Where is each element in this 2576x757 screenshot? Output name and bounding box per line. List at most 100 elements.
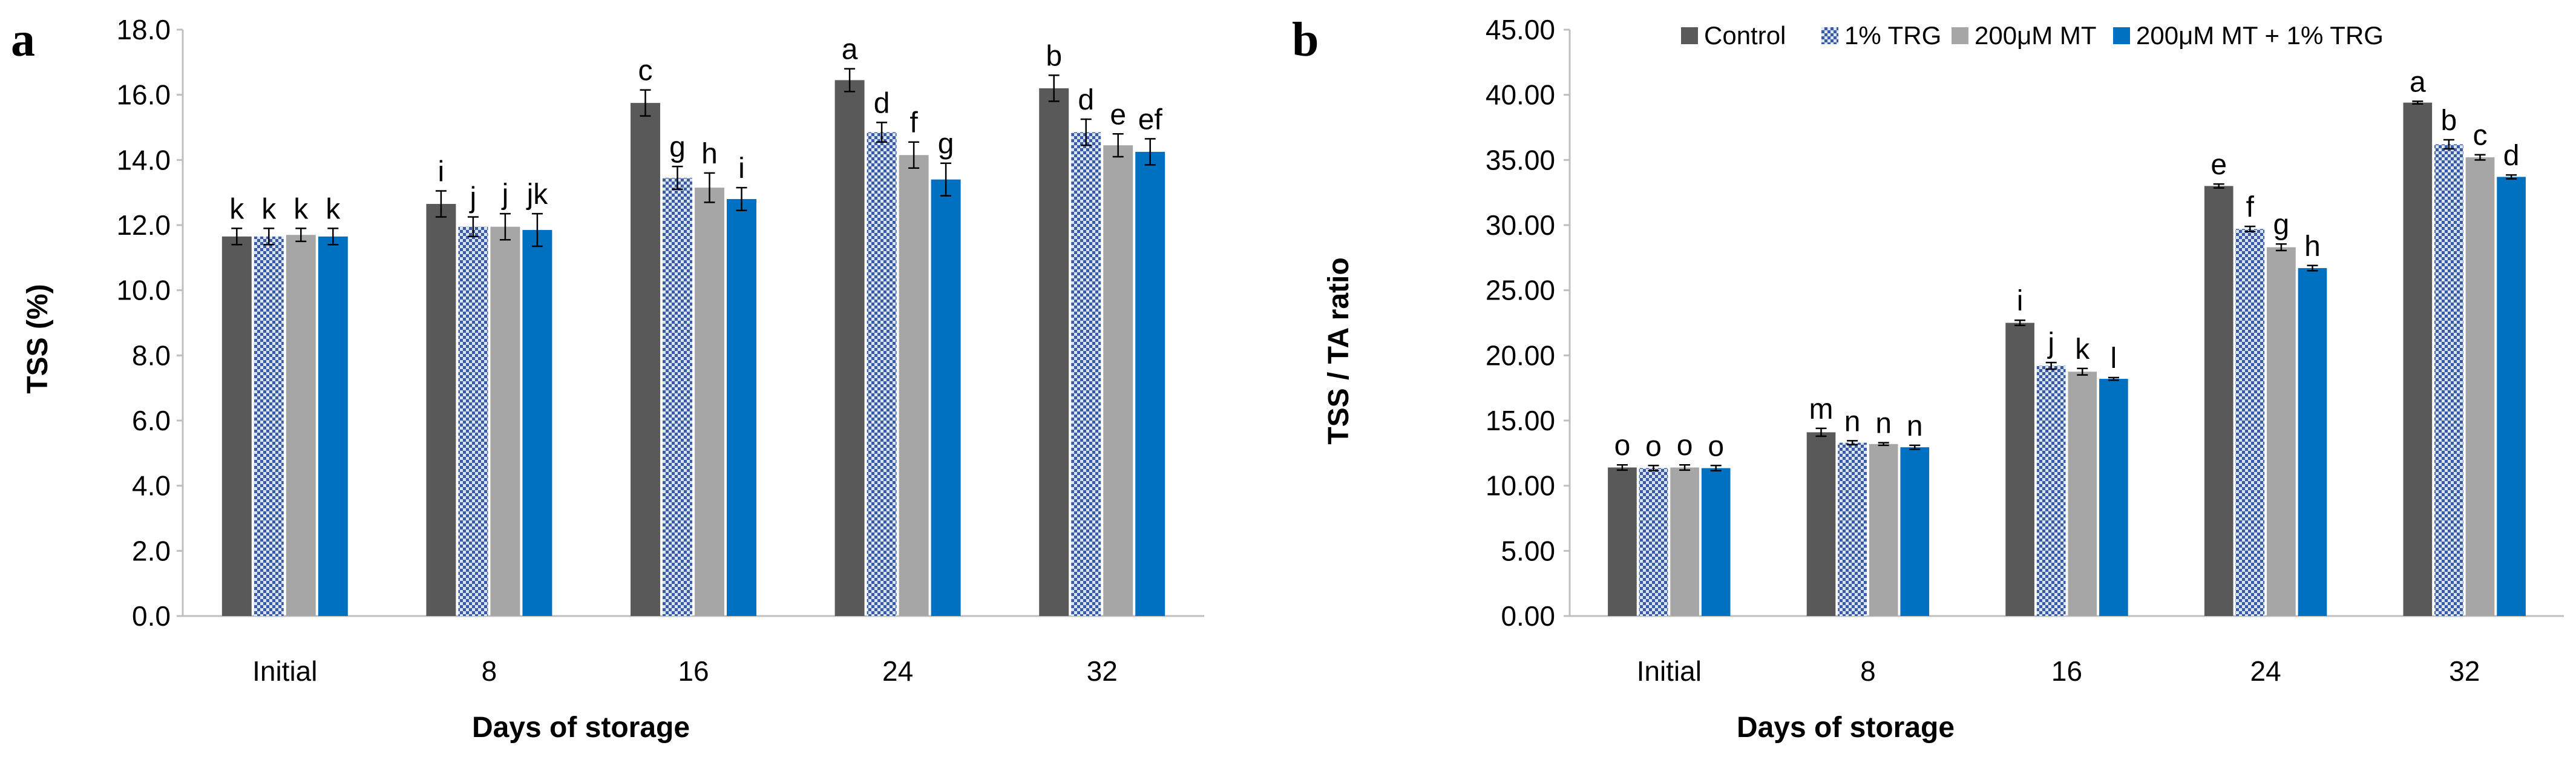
panel-b-y-tick-label: 10.00 — [1486, 470, 1555, 502]
panel-b-bar-control — [2204, 186, 2234, 616]
panel-a-bar-control — [221, 236, 252, 616]
panel-b-x-tick-label: 32 — [2449, 655, 2480, 687]
legend-swatch-control — [1681, 27, 1698, 44]
legend: Control 1% TRG 200μM MT 200μM MT + 1% TR… — [1681, 21, 2384, 50]
panel-b-significance-letter: f — [2246, 191, 2255, 223]
panel-a-bar-1pct-trg — [663, 177, 692, 617]
panel-b-bar-control — [1806, 432, 1836, 616]
panel-b-significance-letter: c — [2473, 120, 2487, 152]
panel-b-significance-letter: g — [2273, 209, 2290, 241]
legend-swatch-200um-mt-plus-trg — [2113, 27, 2130, 44]
panel-a-significance-letter: c — [638, 55, 652, 87]
panel-b-y-axis-title: TSS / TA ratio — [1323, 257, 1355, 444]
panel-a-y-tick-label: 14.0 — [116, 144, 171, 175]
panel-a-y-tick-label: 10.0 — [116, 275, 171, 306]
panel-b-significance-letter: d — [2503, 140, 2520, 172]
panel-b-bar-200um-mt — [2068, 372, 2097, 616]
panel-a-bar-1pct-trg — [254, 236, 284, 616]
panel-b-significance-letter: e — [2211, 149, 2227, 181]
panel-b-bar-1pct-trg — [1838, 442, 1867, 616]
panel-b-bar-1pct-trg — [2434, 144, 2463, 616]
panel-b-x-tick-label: 8 — [1860, 655, 1876, 687]
panel-a-significance-letter: k — [261, 193, 277, 225]
panel-a-bar-200um-mt — [1103, 145, 1133, 616]
panel-b-bar-200um-mt-1pct-trg — [1701, 468, 1731, 616]
panel-a-chart: a TSS (%) Days of storage 0.0 2.0 4.0 6.0 8.… — [11, 13, 1204, 744]
panel-b-bar-200um-mt-1pct-trg — [2497, 177, 2526, 616]
panel-a-significance-letter: h — [701, 138, 718, 170]
panel-a-significance-letter: b — [1046, 40, 1062, 72]
panel-a-y-tick-label: 8.0 — [132, 339, 171, 371]
legend-swatch-1pct-trg — [1821, 27, 1838, 44]
panel-a-bar-200um-mt — [286, 235, 316, 616]
panel-a-significance-letter: j — [469, 182, 477, 214]
panel-a-bar-200um-mt-1pct-trg — [318, 236, 348, 616]
panel-b-significance-letter: n — [1875, 408, 1892, 440]
panel-b-bar-200um-mt — [2267, 247, 2296, 616]
panel-a-y-tick-label: 0.0 — [132, 600, 171, 632]
panel-a-significance-letter: d — [874, 87, 890, 119]
panel-b-x-tick-label: 24 — [2250, 655, 2281, 687]
panel-a-y-tick-label: 12.0 — [116, 209, 171, 241]
legend-swatch-200um-mt — [1952, 27, 1968, 44]
legend-label-200um-mt: 200μM MT — [1975, 21, 2097, 50]
panel-a-y-tick-label: 4.0 — [132, 470, 171, 502]
panel-a-label: a — [11, 13, 35, 67]
panel-b-significance-letter: j — [2047, 327, 2054, 359]
panel-a-x-tick-label: 16 — [678, 655, 709, 687]
panel-a-bar-1pct-trg — [867, 132, 897, 616]
legend-label-1pct-trg: 1% TRG — [1844, 21, 1941, 50]
panel-b-bar-1pct-trg — [2235, 229, 2265, 617]
panel-b-significance-letter: o — [1614, 430, 1631, 462]
panel-b-label: b — [1292, 13, 1319, 67]
panel-b-significance-letter: h — [2304, 231, 2321, 263]
panel-a-bar-1pct-trg — [1071, 132, 1101, 616]
panel-b-y-tick-label: 5.00 — [1501, 535, 1555, 566]
panel-b-significance-letter: l — [2111, 342, 2117, 375]
panel-a-bar-control — [631, 103, 660, 616]
panel-a-significance-letter: g — [669, 131, 686, 163]
panel-a-significance-letter: e — [1110, 99, 1126, 131]
panel-a-bar-200um-mt-1pct-trg — [522, 230, 552, 616]
panel-b-bar-200um-mt-1pct-trg — [2298, 268, 2327, 616]
panel-b-significance-letter: o — [1677, 430, 1693, 462]
panel-b-bar-1pct-trg — [2036, 365, 2066, 616]
panel-b-significance-letter: n — [1844, 405, 1861, 437]
panel-a-marks: 0.0 2.0 4.0 6.0 8.0 10.0 12.0 14.0 16.0 18.0 Initi… — [116, 14, 1204, 687]
panel-a-significance-letter: i — [438, 156, 445, 188]
panel-b-y-tick-label: 20.00 — [1486, 339, 1555, 371]
panel-a-significance-letter: f — [909, 107, 918, 139]
legend-label-200um-mt-plus-trg: 200μM MT + 1% TRG — [2136, 21, 2384, 50]
panel-a-x-tick-label: Initial — [252, 655, 317, 687]
panel-b-bar-200um-mt — [1869, 444, 1898, 616]
panel-b-bar-200um-mt — [2465, 157, 2495, 616]
panel-b-bar-control — [2005, 323, 2034, 616]
panel-b-y-tick-label: 40.00 — [1486, 79, 1555, 111]
legend-label-control: Control — [1704, 21, 1786, 50]
legend-item-1pct-trg: 1% TRG — [1821, 21, 1941, 50]
panel-b-bar-200um-mt-1pct-trg — [1900, 447, 1930, 616]
panel-b-x-axis-title: Days of storage — [1737, 712, 1955, 744]
panel-a-significance-letter: d — [1078, 84, 1094, 116]
panel-b-y-tick-label: 30.00 — [1486, 209, 1555, 241]
panel-a-bar-200um-mt — [490, 226, 520, 617]
panel-a-bar-200um-mt-1pct-trg — [1135, 151, 1165, 616]
panel-b-significance-letter: b — [2441, 105, 2457, 137]
panel-a-significance-letter: g — [938, 128, 954, 160]
panel-a-y-tick-label: 18.0 — [116, 14, 171, 45]
panel-a-y-tick-label: 16.0 — [116, 79, 171, 111]
panel-a-significance-letter: k — [326, 193, 341, 225]
panel-b-bar-200um-mt — [1670, 467, 1699, 616]
panel-a-bar-control — [834, 80, 865, 617]
legend-item-200um-mt-plus-trg: 200μM MT + 1% TRG — [2113, 21, 2384, 50]
panel-b-y-tick-label: 35.00 — [1486, 144, 1555, 175]
legend-item-200um-mt: 200μM MT — [1952, 21, 2097, 50]
panel-a-bar-200um-mt-1pct-trg — [931, 179, 961, 617]
panel-b-x-tick-label: Initial — [1637, 655, 1702, 687]
panel-a-bar-1pct-trg — [458, 226, 488, 617]
panel-b-bar-control — [2403, 102, 2433, 616]
panel-b-bar-control — [1608, 467, 1637, 616]
panel-a-significance-letter: i — [738, 152, 745, 185]
panel-a-significance-letter: k — [293, 193, 309, 225]
panel-b-y-tick-label: 25.00 — [1486, 275, 1555, 306]
